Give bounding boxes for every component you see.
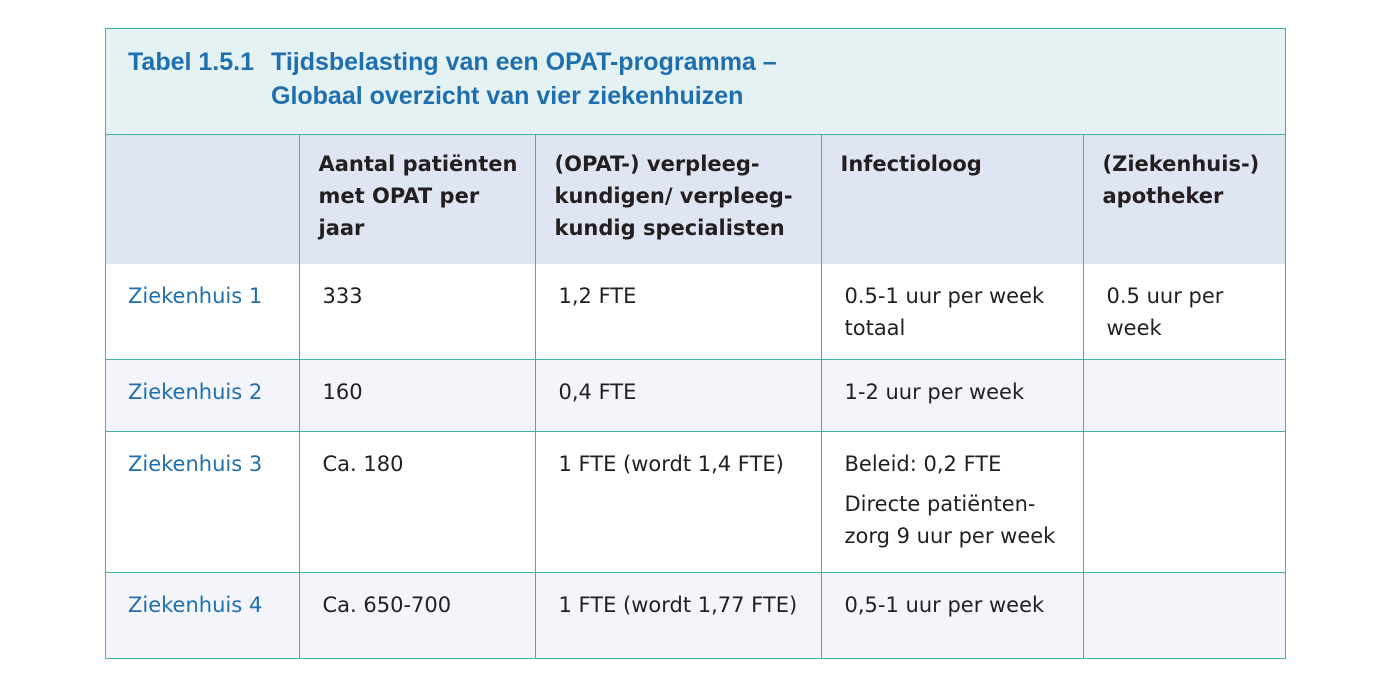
- table-row: Ziekenhuis 2 160 0,4 FTE 1-2 uur per wee…: [106, 359, 1285, 432]
- infectiologist-care: Directe patiënten-zorg 9 uur per week: [844, 491, 1056, 548]
- header-nurses: (OPAT-) verpleeg-kundigen/ verpleeg-kund…: [534, 135, 821, 264]
- infectiologist-cell: Beleid: 0,2 FTE Directe patiënten-zorg 9…: [820, 431, 1083, 573]
- infectiologist-cell: 1-2 uur per week: [820, 359, 1083, 432]
- pharmacist-cell: [1082, 359, 1285, 432]
- hospital-name: Ziekenhuis 1: [106, 264, 299, 360]
- hospital-name: Ziekenhuis 3: [106, 431, 299, 573]
- infectiologist-cell: 0,5-1 uur per week: [820, 572, 1083, 658]
- infectiologist-policy: Beleid: 0,2 FTE: [844, 451, 1002, 476]
- table-title: Tijdsbelasting van een OPAT-programma – G…: [271, 45, 777, 113]
- infectiologist-cell: 0.5-1 uur per week totaal: [820, 264, 1083, 360]
- patients-cell: Ca. 180: [298, 431, 535, 573]
- table-row: Ziekenhuis 1 333 1,2 FTE 0.5-1 uur per w…: [106, 264, 1285, 360]
- patients-cell: 333: [298, 264, 535, 360]
- opat-table: Tabel 1.5.1 Tijdsbelasting van een OPAT-p…: [105, 28, 1286, 659]
- pharmacist-cell: [1082, 572, 1285, 658]
- patients-cell: Ca. 650-700: [298, 572, 535, 658]
- hospital-name: Ziekenhuis 4: [106, 572, 299, 658]
- table-row: Ziekenhuis 3 Ca. 180 1 FTE (wordt 1,4 FT…: [106, 431, 1285, 573]
- table-number: Tabel 1.5.1: [128, 48, 254, 76]
- nurses-cell: 1,2 FTE: [534, 264, 821, 360]
- data-table: Aantal patiënten met OPAT per jaar (OPAT-…: [106, 135, 1285, 658]
- table-row: Ziekenhuis 4 Ca. 650-700 1 FTE (wordt 1,…: [106, 572, 1285, 658]
- header-patients: Aantal patiënten met OPAT per jaar: [298, 135, 535, 264]
- table-title-line-1: Tijdsbelasting van een OPAT-programma –: [271, 48, 777, 76]
- header-infectiologist: Infectioloog: [820, 135, 1083, 264]
- hospital-name: Ziekenhuis 2: [106, 359, 299, 432]
- header-row: Aantal patiënten met OPAT per jaar (OPAT-…: [106, 135, 1285, 264]
- header-pharmacist: (Ziekenhuis-) apotheker: [1082, 135, 1285, 264]
- nurses-cell: 1 FTE (wordt 1,4 FTE): [534, 431, 821, 573]
- nurses-cell: 1 FTE (wordt 1,77 FTE): [534, 572, 821, 658]
- nurses-cell: 0,4 FTE: [534, 359, 821, 432]
- pharmacist-cell: [1082, 431, 1285, 573]
- table-caption: Tabel 1.5.1 Tijdsbelasting van een OPAT-p…: [106, 29, 1285, 135]
- header-blank: [106, 135, 299, 264]
- patients-cell: 160: [298, 359, 535, 432]
- table-title-line-2: Globaal overzicht van vier ziekenhuizen: [271, 82, 744, 110]
- pharmacist-cell: 0.5 uur per week: [1082, 264, 1285, 360]
